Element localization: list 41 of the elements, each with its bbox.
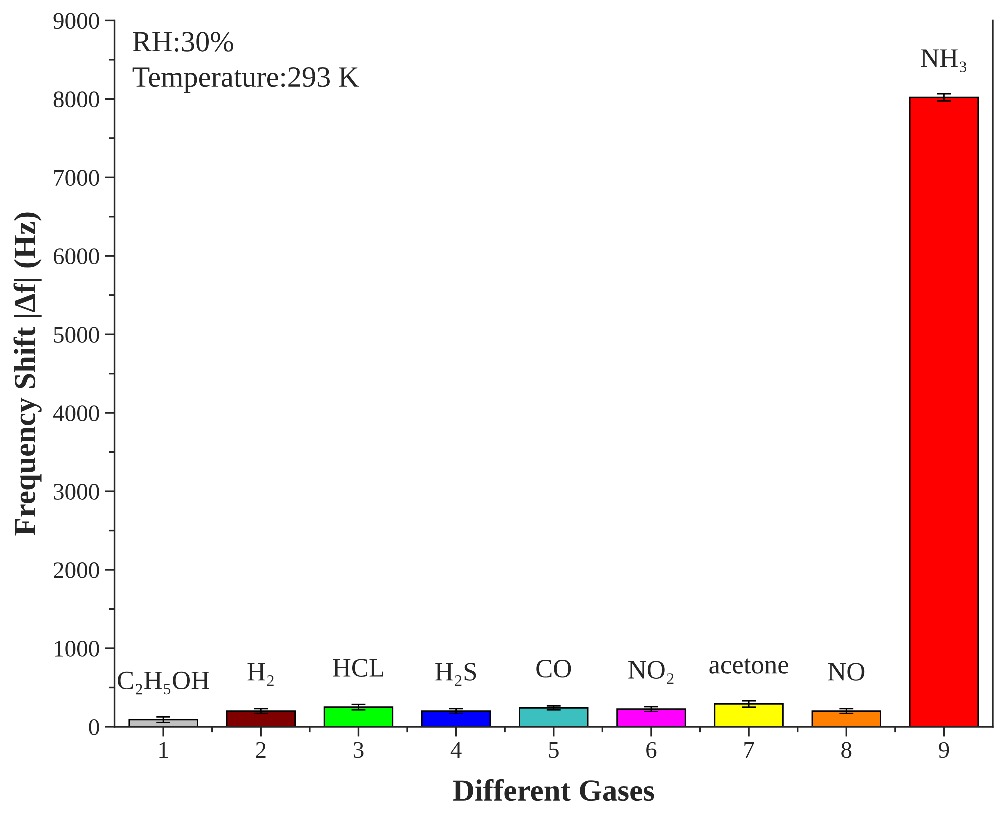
y-tick-label: 0 <box>89 719 100 736</box>
x-tick-label: 5 <box>549 742 559 758</box>
y-tick-label: 9000 <box>54 13 100 30</box>
annotation: NH₃ <box>921 50 967 72</box>
y-tick-label: 2000 <box>54 562 100 578</box>
x-axis-title: Different Gases <box>453 779 654 802</box>
bar <box>519 707 589 727</box>
y-tick-label: 4000 <box>53 406 100 422</box>
bar <box>616 708 686 727</box>
bar <box>226 710 296 727</box>
bar <box>812 710 882 727</box>
x-tick-label: 6 <box>646 742 657 758</box>
annotation: CO <box>536 660 572 678</box>
x-tick-label: 7 <box>744 742 754 758</box>
annotation: Temperature:293 K <box>132 68 360 94</box>
annotation: NO₂ <box>628 661 674 684</box>
annotation: C₂H₅OH <box>118 672 210 695</box>
x-tick-label: 4 <box>450 742 462 758</box>
y-tick-label: 6000 <box>54 248 100 265</box>
x-tick-label: 1 <box>160 742 168 758</box>
y-tick-label: 1000 <box>55 641 100 657</box>
y-tick-label: 7000 <box>54 170 100 186</box>
annotation: NO <box>828 663 865 681</box>
y-tick-label: 8000 <box>54 92 100 108</box>
annotation: H₂S <box>436 663 476 686</box>
y-axis-title: Frequency Shift |Δf| (Hz) <box>14 212 42 536</box>
annotation: H₂ <box>248 663 274 686</box>
bar <box>909 96 980 727</box>
x-tick-label: 8 <box>842 742 852 758</box>
bar <box>128 719 198 727</box>
x-tick-label: 9 <box>939 742 950 758</box>
annotation: RH:30% <box>133 32 234 52</box>
annotation: HCL <box>333 659 384 678</box>
bar <box>714 704 784 727</box>
y-tick-label: 5000 <box>54 327 100 344</box>
x-tick-label: 2 <box>256 742 266 758</box>
annotation: acetone <box>710 658 788 674</box>
x-tick-label: 3 <box>354 742 364 758</box>
y-tick-label: 3000 <box>54 484 100 500</box>
bar <box>324 706 394 727</box>
bar <box>421 710 492 727</box>
